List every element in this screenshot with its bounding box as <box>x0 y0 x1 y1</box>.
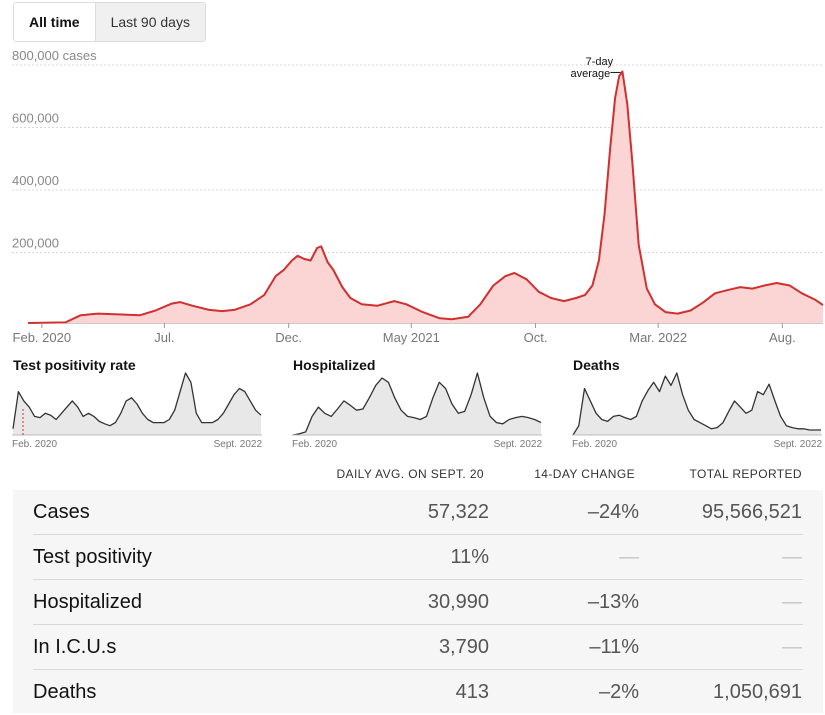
x-tick-label: Oct. <box>524 330 548 345</box>
total-value: 1,050,691 <box>713 681 802 703</box>
all-time-button[interactable]: All time <box>14 3 95 41</box>
deaths-title: Deaths <box>573 357 620 373</box>
table-row-test-positivity: Test positivity 11% — — <box>13 535 823 580</box>
annotation-label: 7-day <box>586 56 614 68</box>
cases-area <box>28 71 823 324</box>
y-tick-label: 400,000 <box>12 173 59 188</box>
row-label: Hospitalized <box>33 591 142 613</box>
row-label: Deaths <box>33 681 97 703</box>
x-end-label: Sept. 2022 <box>494 439 543 450</box>
test-positivity-chart: Feb. 2020 Sept. 2022 <box>12 372 263 450</box>
header-14-day-change: 14-DAY CHANGE <box>534 467 635 481</box>
total-value: — <box>782 591 802 613</box>
x-end-label: Sept. 2022 <box>214 439 263 450</box>
time-range-toggle: All time Last 90 days <box>13 2 206 42</box>
x-tick-label: Aug. <box>769 330 796 345</box>
x-start-label: Feb. 2020 <box>12 439 57 450</box>
change-value: — <box>619 546 639 568</box>
header-total-reported: TOTAL REPORTED <box>689 467 802 481</box>
x-tick-label: Feb. 2020 <box>13 330 72 345</box>
stats-table: Cases 57,322 –24% 95,566,521 Test positi… <box>13 490 823 713</box>
row-label: In I.C.U.s <box>33 636 117 658</box>
cases-chart: 200,000 400,000 600,000 800,000 cases Feb. … <box>12 48 824 345</box>
row-label: Test positivity <box>33 546 152 568</box>
daily-avg-value: 413 <box>455 681 489 703</box>
x-end-label: Sept. 2022 <box>774 439 823 450</box>
annotation-label: average <box>571 68 611 80</box>
daily-avg-value: 11% <box>450 546 489 568</box>
daily-avg-value: 3,790 <box>438 636 489 658</box>
change-value: –2% <box>598 681 639 703</box>
change-value: –13% <box>587 591 639 613</box>
x-tick-label: Dec. <box>275 330 302 345</box>
y-tick-label: 600,000 <box>12 111 59 126</box>
y-tick-label: 200,000 <box>12 236 59 251</box>
test-positivity-title: Test positivity rate <box>13 357 136 373</box>
x-tick-label: Jul. <box>154 330 174 345</box>
y-tick-label: 800,000 cases <box>12 48 97 63</box>
table-row-icus: In I.C.U.s 3,790 –11% — <box>13 625 823 670</box>
sparkline <box>12 372 262 429</box>
row-label: Cases <box>33 501 90 523</box>
cases-line <box>27 70 824 324</box>
x-start-label: Feb. 2020 <box>572 439 617 450</box>
total-value: 95,566,521 <box>701 501 802 523</box>
total-value: — <box>782 636 802 658</box>
last-90-days-button[interactable]: Last 90 days <box>94 3 205 41</box>
daily-avg-value: 57,322 <box>427 501 489 523</box>
table-row-deaths: Deaths 413 –2% 1,050,691 <box>13 670 823 715</box>
x-start-label: Feb. 2020 <box>292 439 337 450</box>
change-value: –24% <box>587 501 639 523</box>
x-tick-label: Mar. 2022 <box>629 330 687 345</box>
x-tick-label: May 2021 <box>383 330 440 345</box>
daily-avg-value: 30,990 <box>427 591 489 613</box>
sparkline <box>572 372 821 436</box>
header-daily-avg: DAILY AVG. ON SEPT. 20 <box>336 467 484 481</box>
table-row-cases: Cases 57,322 –24% 95,566,521 <box>13 490 823 535</box>
sparkline-area <box>293 373 541 435</box>
sparkline-area <box>573 373 821 435</box>
change-value: –11% <box>589 636 639 658</box>
deaths-chart: Feb. 2020 Sept. 2022 <box>572 372 823 450</box>
hospitalized-title: Hospitalized <box>293 357 376 373</box>
table-row-hospitalized: Hospitalized 30,990 –13% — <box>13 580 823 625</box>
hospitalized-chart: Feb. 2020 Sept. 2022 <box>292 372 543 450</box>
sparkline <box>292 372 542 436</box>
total-value: — <box>782 546 802 568</box>
